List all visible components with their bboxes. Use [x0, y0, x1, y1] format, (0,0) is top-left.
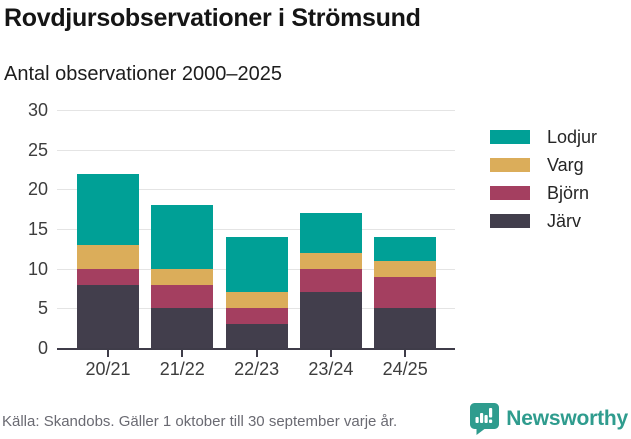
segment-jarv-20-21 [77, 284, 139, 348]
newsworthy-logo: Newsworthy [469, 402, 628, 435]
newsworthy-logo-icon [470, 403, 500, 435]
y-tick-label-5: 5 [37, 298, 48, 319]
legend-swatch-jarv [490, 214, 530, 228]
bar-23-24 [299, 213, 362, 348]
gridline-20 [57, 189, 455, 191]
legend-item-bjorn: Björn [490, 183, 597, 203]
segment-bjorn-23-24 [299, 268, 362, 293]
segment-jarv-21-22 [151, 308, 214, 348]
segment-jarv-23-24 [299, 292, 362, 348]
bar-24-25 [374, 236, 437, 348]
gridline-30 [57, 110, 455, 111]
x-axis-line [57, 348, 455, 350]
gridline-25 [57, 149, 455, 151]
segment-varg-21-22 [151, 268, 214, 285]
newsworthy-wordmark: Newsworthy [506, 406, 628, 430]
segment-varg-22-23 [225, 292, 288, 309]
segment-bjorn-24-25 [374, 276, 437, 309]
y-tick-label-30: 30 [27, 100, 48, 120]
x-tick-label-23-24: 23/24 [308, 359, 354, 379]
bar-21-22 [151, 205, 214, 348]
x-tick-label-21-22: 21/22 [159, 359, 205, 379]
segment-jarv-24-25 [374, 308, 437, 348]
x-tick-label-22-23: 22/23 [234, 359, 280, 379]
segment-bjorn-21-22 [151, 284, 214, 309]
x-tick-23-24 [329, 350, 332, 357]
bar-20-21 [77, 173, 139, 348]
x-tick-21-22 [181, 350, 184, 357]
chart-subtitle: Antal observationer 2000–2025 [4, 63, 282, 85]
legend-label-lodjur: Lodjur [547, 127, 598, 147]
source-text: Källa: Skandobs. Gäller 1 oktober till 3… [2, 413, 398, 430]
segment-bjorn-22-23 [225, 308, 288, 325]
bar-22-23 [225, 236, 288, 348]
legend-swatch-varg [490, 158, 530, 172]
x-tick-22-23 [255, 350, 258, 357]
y-tick-label-25: 25 [27, 139, 48, 160]
gridline-15 [57, 229, 455, 230]
segment-varg-24-25 [374, 260, 437, 277]
y-axis-labels: 0 5 10 15 20 25 30 [0, 101, 48, 357]
legend: Lodjur Varg Björn Järv [490, 127, 598, 242]
plot-area [57, 110, 455, 350]
legend-item-varg: Varg [490, 155, 597, 175]
segment-lodjur-24-25 [374, 236, 437, 261]
segment-lodjur-20-21 [77, 173, 139, 245]
legend-label-varg: Varg [547, 155, 584, 175]
segment-bjorn-20-21 [77, 268, 139, 285]
x-tick-label-24-25: 24/25 [382, 359, 428, 379]
segment-lodjur-23-24 [299, 213, 362, 253]
x-tick-24-25 [404, 350, 407, 357]
y-tick-label-15: 15 [27, 219, 48, 239]
segment-varg-23-24 [299, 252, 362, 269]
legend-swatch-lodjur [490, 130, 530, 144]
y-tick-label-20: 20 [27, 179, 48, 200]
x-tick-label-20-21: 20/21 [85, 359, 131, 379]
segment-lodjur-21-22 [151, 205, 214, 269]
segment-jarv-22-23 [225, 324, 288, 348]
segment-varg-20-21 [77, 244, 139, 269]
y-tick-label-0: 0 [37, 338, 48, 358]
x-tick-20-21 [107, 350, 109, 357]
legend-item-jarv: Järv [490, 211, 597, 231]
legend-item-lodjur: Lodjur [490, 127, 598, 147]
segment-lodjur-22-23 [225, 236, 288, 293]
legend-label-bjorn: Björn [547, 183, 590, 203]
legend-swatch-bjorn [490, 186, 530, 200]
legend-label-jarv: Järv [547, 211, 582, 231]
chart-title: Rovdjursobservationer i Strömsund [4, 4, 421, 32]
y-tick-label-10: 10 [27, 258, 48, 279]
